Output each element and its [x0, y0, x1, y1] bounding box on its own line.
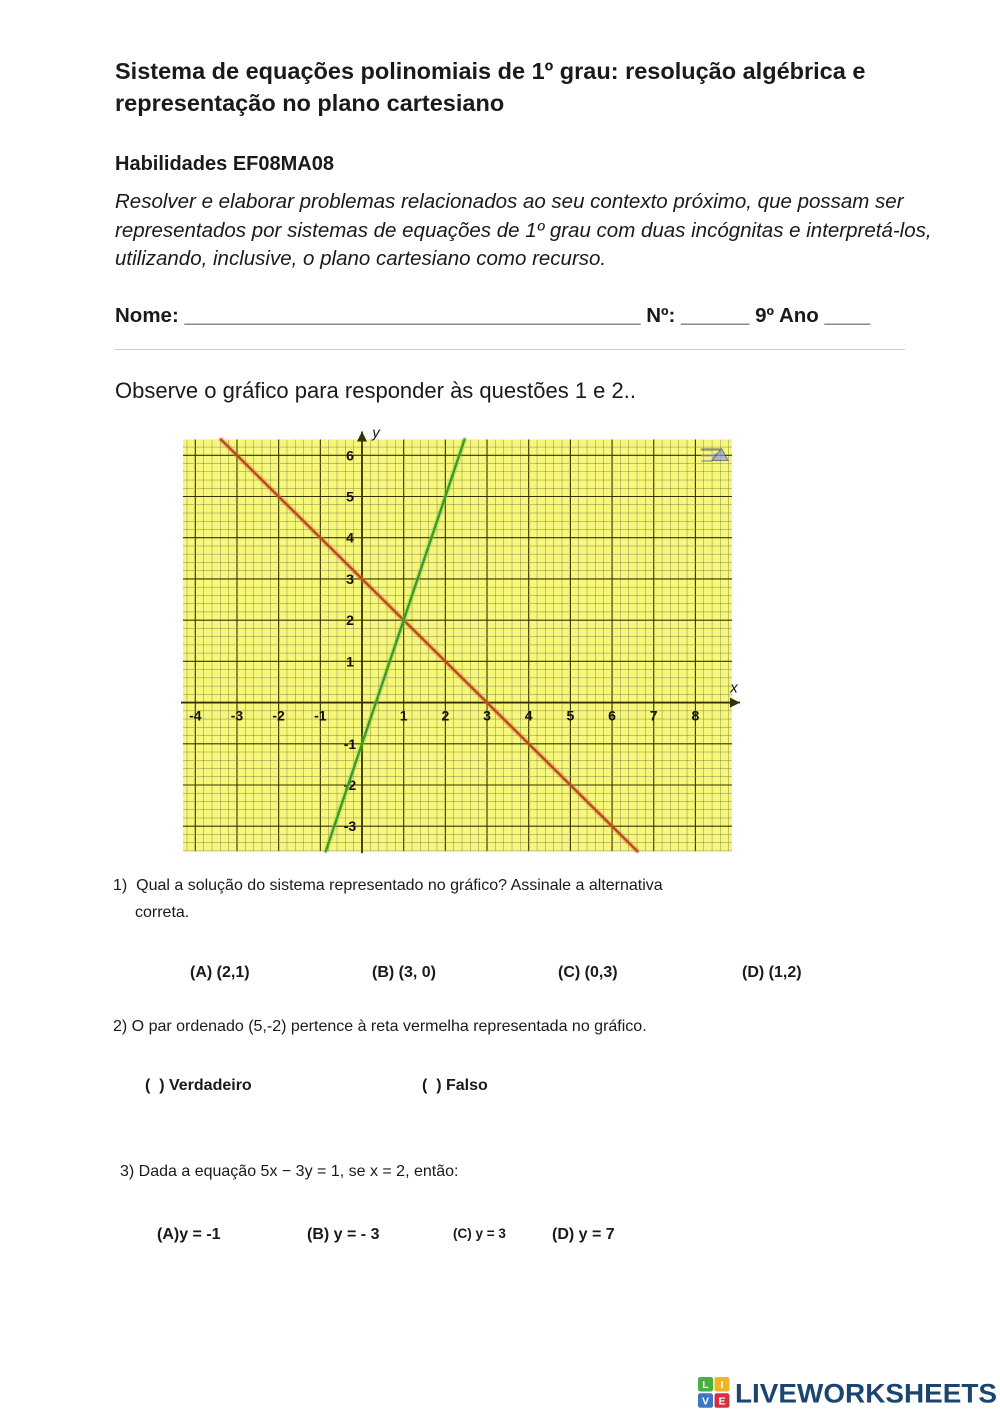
svg-text:4: 4 — [525, 708, 533, 724]
svg-text:L: L — [702, 1379, 709, 1391]
svg-text:-1: -1 — [314, 708, 327, 724]
svg-text:4: 4 — [346, 530, 354, 546]
svg-text:I: I — [721, 1379, 724, 1391]
svg-text:7: 7 — [650, 708, 658, 724]
svg-text:1: 1 — [346, 653, 354, 669]
svg-text:3: 3 — [483, 708, 491, 724]
svg-text:1: 1 — [400, 708, 408, 724]
svg-text:V: V — [702, 1395, 709, 1407]
svg-text:5: 5 — [346, 489, 354, 505]
svg-text:6: 6 — [346, 447, 354, 463]
svg-text:2: 2 — [346, 612, 354, 628]
svg-text:-2: -2 — [272, 708, 285, 724]
svg-text:2: 2 — [442, 708, 450, 724]
svg-text:-4: -4 — [189, 708, 202, 724]
svg-text:y: y — [371, 425, 381, 442]
svg-text:x: x — [729, 680, 738, 697]
svg-text:-1: -1 — [344, 736, 357, 752]
svg-text:5: 5 — [567, 708, 575, 724]
svg-text:8: 8 — [692, 708, 700, 724]
svg-text:-3: -3 — [231, 708, 244, 724]
svg-text:6: 6 — [608, 708, 616, 724]
svg-text:LIVEWORKSHEETS: LIVEWORKSHEETS — [735, 1379, 997, 1409]
svg-text:-3: -3 — [344, 818, 357, 834]
svg-text:E: E — [718, 1395, 725, 1407]
